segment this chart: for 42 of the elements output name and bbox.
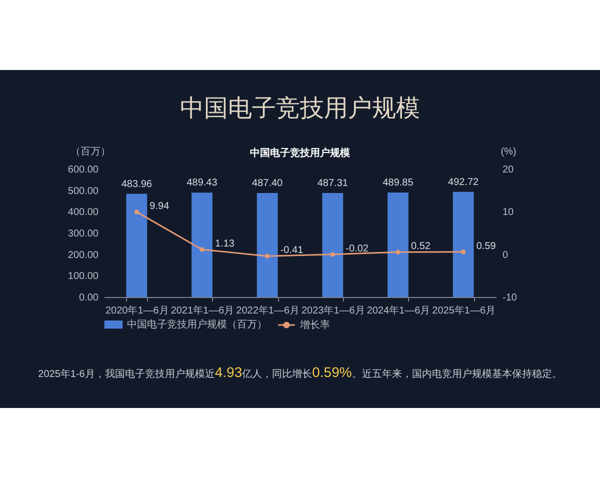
x-tick-label: 2023年1—6月 [301,304,365,316]
point [134,210,140,214]
y-tick-label: 600.00 [68,164,99,176]
chart-title: 中国电子竞技用户规模 [180,95,420,122]
point [460,249,466,254]
x-tick-label: 2022年1—6月 [236,304,300,316]
point [264,254,270,258]
y2-tick-label: 20 [502,164,514,176]
data-label: -0.41 [280,245,304,256]
x-tick-label: 2020年1—6月 [105,304,169,316]
point [200,247,204,252]
data-label: -0.02 [346,243,369,254]
text: 2025年1-6月，我国电子竞技用户规模近4.93亿人，同比增长0.59%。近五年来，国内电竞用户规模基本保持稳定。 [38,364,562,380]
y2-tick-label: -10 [502,292,518,304]
x-tick-label: 2021年1—6月 [170,304,234,316]
chart-subtitle: 中国电子竞技用户规模 [250,147,351,159]
data-label: 0.52 [411,241,431,252]
legend-label: 中国电子竞技用户规模（百万） [127,318,267,331]
data-label: 483.96 [121,178,152,190]
y-tick-label: 100.00 [68,271,99,282]
y-tick-label: 400.00 [68,207,99,218]
y2-axis-title: (%) [500,146,516,158]
legend-label: 增长率 [299,318,330,331]
data-label: 9.94 [150,200,170,212]
y2-tick-label: 10 [502,207,514,218]
y2-tick-label: 0 [502,250,508,261]
point [330,252,336,257]
data-label: 0.59 [476,240,496,252]
y-axis-title: （百万） [70,146,110,158]
data-label: 492.72 [448,176,480,188]
data-label: 487.31 [317,178,348,190]
y-tick-label: 0.00 [79,292,99,304]
x-tick-label: 2024年1—6月 [366,304,430,316]
x-tick-label: 2025年1—6月 [432,304,496,316]
y-tick-label: 200.00 [68,250,99,261]
point [396,250,400,254]
y-tick-label: 500.00 [68,186,99,197]
data-label: 489.85 [382,178,414,188]
y-tick-label: 300.00 [68,228,99,240]
data-label: 487.40 [252,178,284,190]
data-label: 1.13 [215,238,235,250]
data-label: 489.43 [186,178,218,189]
